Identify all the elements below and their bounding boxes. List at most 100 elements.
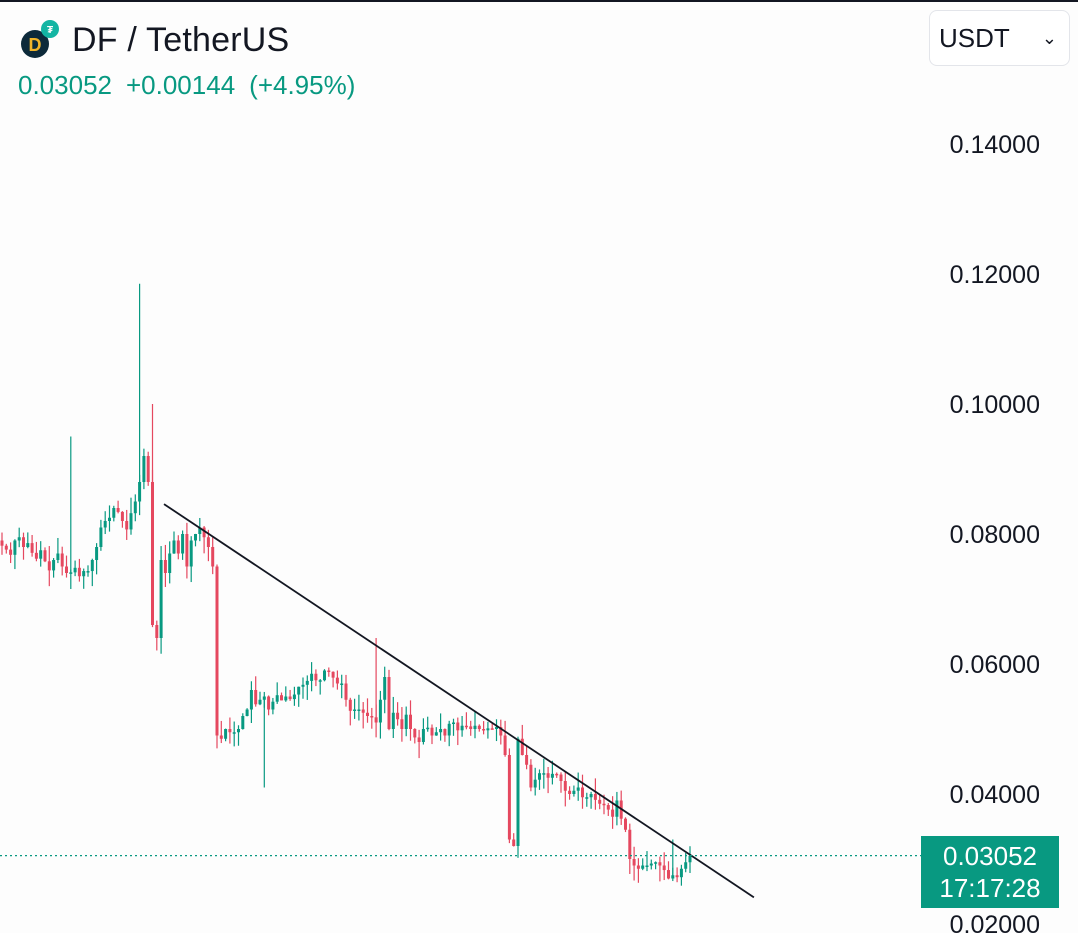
y-tick-label: 0.14000 xyxy=(950,131,1040,159)
candle-body xyxy=(684,862,688,869)
candle-body xyxy=(142,456,146,482)
candle-body xyxy=(421,729,425,742)
candle-body xyxy=(516,738,520,846)
candle-body xyxy=(77,567,81,577)
candle-body xyxy=(357,709,361,711)
candle-body xyxy=(671,875,675,879)
y-tick-label: 0.08000 xyxy=(950,521,1040,549)
candle-body xyxy=(129,513,133,530)
candle-body xyxy=(4,545,8,550)
candle-body xyxy=(649,863,653,866)
candle-body xyxy=(26,543,30,547)
candle-body xyxy=(318,680,322,682)
candle-body xyxy=(675,875,679,878)
candle-body xyxy=(439,729,443,733)
y-tick-label: 0.10000 xyxy=(950,391,1040,419)
svg-text:D: D xyxy=(29,35,42,55)
candle-body xyxy=(404,714,408,729)
candle-body xyxy=(447,723,451,736)
candle-body xyxy=(542,773,546,775)
candle-body xyxy=(305,680,309,685)
y-tick-label: 0.12000 xyxy=(950,261,1040,289)
candle-body xyxy=(593,794,597,800)
candle-body xyxy=(249,690,253,710)
price-change: +0.00144 xyxy=(125,70,236,100)
candle-body xyxy=(525,755,529,765)
candle-body xyxy=(512,839,516,846)
candle-body xyxy=(426,727,430,730)
candle-body xyxy=(301,684,305,687)
candle-body xyxy=(335,677,339,684)
last-price: 0.03052 xyxy=(18,70,112,100)
candle-body xyxy=(310,673,314,681)
candle-body xyxy=(69,572,73,574)
candle-body xyxy=(452,722,455,724)
candle-body xyxy=(520,738,524,755)
candle-body xyxy=(499,727,503,736)
candle-body xyxy=(30,543,34,553)
candle-body xyxy=(108,517,111,521)
candle-body xyxy=(490,728,494,730)
candle-body xyxy=(538,773,541,780)
current-price-label: 0.03052 xyxy=(943,841,1037,871)
candle-body xyxy=(581,787,584,798)
candle-body xyxy=(267,696,271,710)
candle-body xyxy=(417,737,421,742)
candle-body xyxy=(245,709,249,716)
candle-body xyxy=(211,547,215,567)
candle-body xyxy=(219,735,223,739)
candle-body xyxy=(9,549,13,555)
candle-body xyxy=(464,725,468,728)
candle-body xyxy=(73,567,77,573)
candle-body xyxy=(56,553,60,560)
candle-body xyxy=(215,566,219,736)
candle-body xyxy=(47,561,51,571)
candle-body xyxy=(331,671,335,678)
candle-body xyxy=(383,677,387,700)
currency-select[interactable]: USDT ⌄ xyxy=(929,10,1070,66)
candle-body xyxy=(228,729,232,733)
candle-body xyxy=(387,677,391,729)
trendline xyxy=(163,503,755,899)
candle-body xyxy=(237,729,240,733)
candle-body xyxy=(116,508,120,512)
candle-body xyxy=(288,696,292,700)
candle-body xyxy=(598,799,602,804)
candle-body xyxy=(39,550,43,559)
svg-text:₮: ₮ xyxy=(47,25,53,36)
candle-body xyxy=(624,818,627,830)
candle-body xyxy=(662,865,666,871)
y-tick-label: 0.06000 xyxy=(950,651,1040,679)
candle-body xyxy=(185,534,189,567)
candle-body xyxy=(181,534,185,554)
candle-body xyxy=(344,683,348,700)
candle-body xyxy=(340,683,344,685)
candle-body xyxy=(297,686,301,695)
candle-body xyxy=(658,862,662,866)
current-price-tag: 0.03052 17:17:28 xyxy=(921,836,1059,908)
candle-body xyxy=(456,722,460,731)
candle-body xyxy=(120,511,124,521)
candle-body xyxy=(477,725,481,729)
candle-body xyxy=(641,865,645,869)
candle-body xyxy=(482,729,486,731)
candle-body xyxy=(198,527,202,534)
candle-body xyxy=(628,829,632,859)
candle-body xyxy=(103,521,107,528)
candle-body xyxy=(546,773,550,778)
candle-body xyxy=(589,794,593,798)
y-tick-label: 0.04000 xyxy=(950,781,1040,809)
candle-body xyxy=(34,552,38,559)
candle-body xyxy=(550,773,554,778)
candle-body xyxy=(529,764,533,788)
candle-body xyxy=(585,797,589,799)
candle-body xyxy=(314,673,318,681)
candle-body xyxy=(65,566,68,573)
y-tick-label: 0.02000 xyxy=(950,911,1040,933)
candle-body xyxy=(163,560,167,573)
candle-body xyxy=(133,501,137,514)
candle-body xyxy=(168,553,172,573)
candle-body xyxy=(43,550,47,562)
candle-body xyxy=(159,560,163,638)
